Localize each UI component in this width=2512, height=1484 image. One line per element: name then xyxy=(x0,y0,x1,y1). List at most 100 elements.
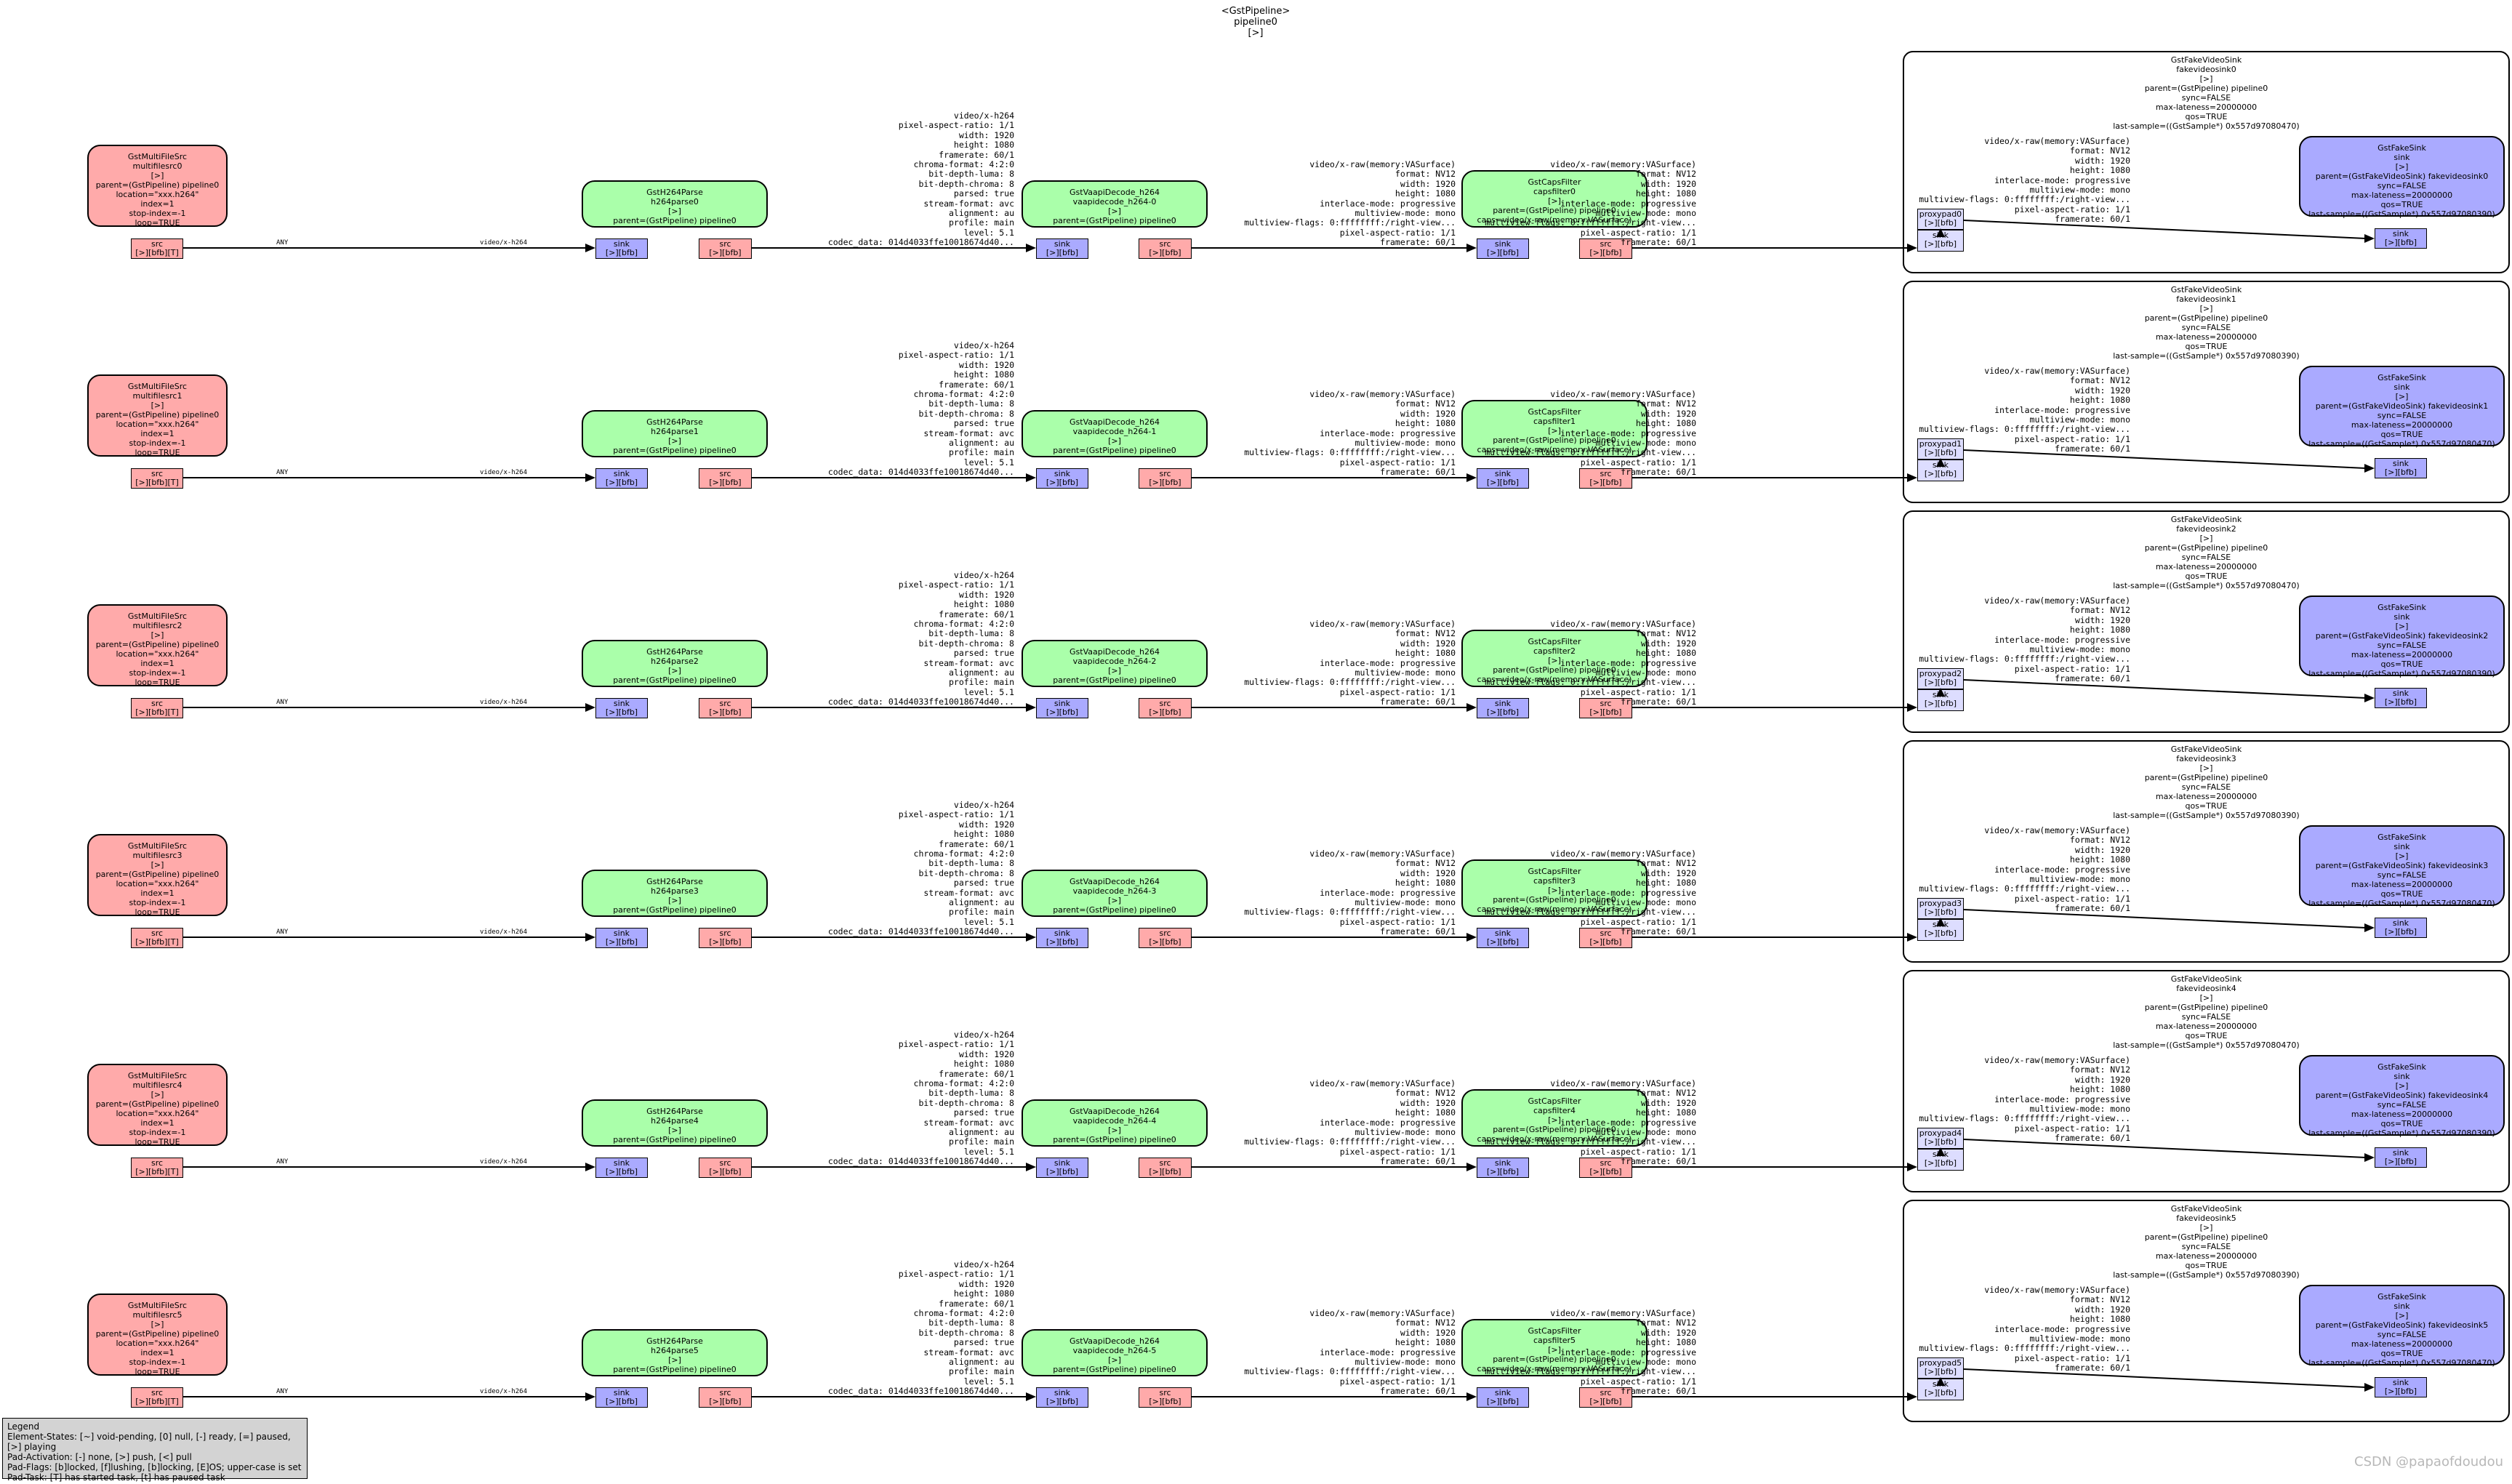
src-state: [>] xyxy=(151,171,164,180)
vaapidecode-element[interactable]: GstVaapiDecode_h264 vaapidecode_h264-5 [>]… xyxy=(1022,1329,1208,1376)
decode-sink-pad[interactable]: sink [>][bfb] xyxy=(1036,698,1088,718)
fakesink-element[interactable]: GstFakeSink sink [>] parent=(GstFakeVideoSi… xyxy=(2299,1055,2505,1138)
vaapidecode-element[interactable]: GstVaapiDecode_h264 vaapidecode_h264-1 [>]… xyxy=(1022,410,1208,457)
decode-src-pad[interactable]: src [>][bfb] xyxy=(1139,468,1192,489)
filter-sink-pad[interactable]: sink [>][bfb] xyxy=(1477,468,1529,489)
decode-sink-pad[interactable]: sink [>][bfb] xyxy=(1036,1387,1088,1408)
parse-src-pad[interactable]: src [>][bfb] xyxy=(699,1387,752,1408)
filter-sink-pad[interactable]: sink [>][bfb] xyxy=(1477,1158,1529,1178)
vaapidecode-element[interactable]: GstVaapiDecode_h264 vaapidecode_h264-2 [>]… xyxy=(1022,640,1208,687)
filter-src-pad[interactable]: src [>][bfb] xyxy=(1579,698,1632,718)
vaapidecode-element[interactable]: GstVaapiDecode_h264 vaapidecode_h264-0 [>]… xyxy=(1022,180,1208,228)
fakesink-sink-pad[interactable]: sink [>][bfb] xyxy=(2375,458,2427,478)
link-src-to-parse-arrowhead xyxy=(585,473,595,482)
pipeline-type: <GstPipeline> xyxy=(1221,6,1291,17)
h264parse-element[interactable]: GstH264Parse h264parse0 [>] parent=(GstPipe… xyxy=(582,180,768,228)
proxypad[interactable]: proxypad5 [>][bfb] xyxy=(1917,1357,1964,1379)
filter-sink-pad[interactable]: sink [>][bfb] xyxy=(1477,1387,1529,1408)
decode-src-pad[interactable]: src [>][bfb] xyxy=(1139,698,1192,718)
capsfilter-element[interactable]: GstCapsFilter capsfilter4 [>] parent=(GstPi… xyxy=(1461,1089,1648,1147)
caps-line: format: NV12 xyxy=(2069,605,2130,616)
src-pad[interactable]: src [>][bfb][T] xyxy=(131,468,183,489)
caps-line: width: 1920 xyxy=(2074,155,2130,166)
fakesink-element[interactable]: GstFakeSink sink [>] parent=(GstFakeVideoSi… xyxy=(2299,1285,2505,1368)
filter-src-pad[interactable]: src [>][bfb] xyxy=(1579,928,1632,948)
h264parse-element[interactable]: GstH264Parse h264parse5 [>] parent=(GstPipe… xyxy=(582,1329,768,1376)
parse-sink-pad[interactable]: sink [>][bfb] xyxy=(595,698,648,718)
decode-sink-pad[interactable]: sink [>][bfb] xyxy=(1036,1158,1088,1178)
filter-src-pad[interactable]: src [>][bfb] xyxy=(1579,1387,1632,1408)
h264parse-element[interactable]: GstH264Parse h264parse4 [>] parent=(GstPipe… xyxy=(582,1099,768,1147)
decode-src-pad[interactable]: src [>][bfb] xyxy=(1139,928,1192,948)
multifilesrc-element[interactable]: GstMultiFileSrc multifilesrc1 [>] parent=(G… xyxy=(87,374,228,457)
h264parse-element[interactable]: GstH264Parse h264parse3 [>] parent=(GstPipe… xyxy=(582,870,768,917)
parse-src-pad[interactable]: src [>][bfb] xyxy=(699,238,752,259)
filter-name: capsfilter3 xyxy=(1533,876,1576,886)
decode-src-pad[interactable]: src [>][bfb] xyxy=(1139,1387,1192,1408)
parse-sink-pad[interactable]: sink [>][bfb] xyxy=(595,468,648,489)
fakesink-element[interactable]: GstFakeSink sink [>] parent=(GstFakeVideoSi… xyxy=(2299,136,2505,219)
parse-src-pad[interactable]: src [>][bfb] xyxy=(699,1158,752,1178)
bin-sink-pad[interactable]: sink[>][bfb] xyxy=(1917,1379,1964,1400)
caps-line: pixel-aspect-ratio: 1/1 xyxy=(2014,893,2130,904)
decode-sink-pad[interactable]: sink [>][bfb] xyxy=(1036,468,1088,489)
src-pad[interactable]: src [>][bfb][T] xyxy=(131,238,183,259)
capsfilter-element[interactable]: GstCapsFilter capsfilter1 [>] parent=(GstPi… xyxy=(1461,400,1648,457)
parse-sink-pad[interactable]: sink [>][bfb] xyxy=(595,238,648,259)
filter-src-pad[interactable]: src [>][bfb] xyxy=(1579,1158,1632,1178)
parse-src-pad[interactable]: src [>][bfb] xyxy=(699,468,752,489)
multifilesrc-element[interactable]: GstMultiFileSrc multifilesrc4 [>] parent=(G… xyxy=(87,1064,228,1147)
src-pad[interactable]: src [>][bfb][T] xyxy=(131,928,183,948)
decode-sink-pad[interactable]: sink [>][bfb] xyxy=(1036,928,1088,948)
parse-sink-pad[interactable]: sink [>][bfb] xyxy=(595,1387,648,1408)
vaapidecode-element[interactable]: GstVaapiDecode_h264 vaapidecode_h264-3 [>]… xyxy=(1022,870,1208,917)
pad-flags: [>][bfb] xyxy=(1149,1397,1181,1406)
pad-flags: [>][bfb] xyxy=(1589,1397,1622,1406)
parse-sink-pad[interactable]: sink [>][bfb] xyxy=(595,1158,648,1178)
src-pad[interactable]: src [>][bfb][T] xyxy=(131,1158,183,1178)
h264parse-element[interactable]: GstH264Parse h264parse2 [>] parent=(GstPipe… xyxy=(582,640,768,687)
parse-src-pad[interactable]: src [>][bfb] xyxy=(699,698,752,718)
decode-src-pad[interactable]: src [>][bfb] xyxy=(1139,238,1192,259)
bin-sink-pad[interactable]: sink[>][bfb] xyxy=(1917,919,1964,941)
vaapidecode-element[interactable]: GstVaapiDecode_h264 vaapidecode_h264-4 [>]… xyxy=(1022,1099,1208,1147)
fakesink-sink-pad[interactable]: sink [>][bfb] xyxy=(2375,918,2427,938)
multifilesrc-element[interactable]: GstMultiFileSrc multifilesrc5 [>] parent=(G… xyxy=(87,1294,228,1376)
capsfilter-element[interactable]: GstCapsFilter capsfilter2 [>] parent=(GstPi… xyxy=(1461,630,1648,687)
fakesink-sink-pad[interactable]: sink [>][bfb] xyxy=(2375,1377,2427,1397)
multifilesrc-element[interactable]: GstMultiFileSrc multifilesrc2 [>] parent=(G… xyxy=(87,604,228,687)
capsfilter-element[interactable]: GstCapsFilter capsfilter0 [>] parent=(GstPi… xyxy=(1461,170,1648,228)
src-pad[interactable]: src [>][bfb][T] xyxy=(131,698,183,718)
filter-state: [>] xyxy=(1548,886,1561,895)
proxypad[interactable]: proxypad4 [>][bfb] xyxy=(1917,1128,1964,1149)
fakesink-sink-pad[interactable]: sink [>][bfb] xyxy=(2375,688,2427,708)
proxypad[interactable]: proxypad1 [>][bfb] xyxy=(1917,438,1964,460)
capsfilter-element[interactable]: GstCapsFilter capsfilter5 [>] parent=(GstPi… xyxy=(1461,1319,1648,1376)
proxypad[interactable]: proxypad3 [>][bfb] xyxy=(1917,898,1964,919)
caps-line: multiview-flags: 0:ffffffff:/right-view.… xyxy=(1244,907,1456,918)
multifilesrc-element[interactable]: GstMultiFileSrc multifilesrc3 [>] parent=(G… xyxy=(87,834,228,917)
multifilesrc-element[interactable]: GstMultiFileSrc multifilesrc0 [>] parent=(G… xyxy=(87,145,228,228)
decode-sink-pad[interactable]: sink [>][bfb] xyxy=(1036,238,1088,259)
fakesink-element[interactable]: GstFakeSink sink [>] parent=(GstFakeVideoSi… xyxy=(2299,825,2505,908)
proxypad[interactable]: proxypad2 [>][bfb] xyxy=(1917,668,1964,689)
parse-src-pad[interactable]: src [>][bfb] xyxy=(699,928,752,948)
fakesink-element[interactable]: GstFakeSink sink [>] parent=(GstFakeVideoSi… xyxy=(2299,595,2505,678)
filter-sink-pad[interactable]: sink [>][bfb] xyxy=(1477,238,1529,259)
fakesink-sink-pad[interactable]: sink [>][bfb] xyxy=(2375,1147,2427,1168)
bin-sink-pad[interactable]: sink[>][bfb] xyxy=(1917,460,1964,481)
filter-src-pad[interactable]: src [>][bfb] xyxy=(1579,238,1632,259)
parse-sink-pad[interactable]: sink [>][bfb] xyxy=(595,928,648,948)
src-type: GstMultiFileSrc xyxy=(127,841,188,851)
fakesink-sink-pad[interactable]: sink [>][bfb] xyxy=(2375,228,2427,249)
filter-sink-pad[interactable]: sink [>][bfb] xyxy=(1477,928,1529,948)
filter-src-pad[interactable]: src [>][bfb] xyxy=(1579,468,1632,489)
src-pad[interactable]: src [>][bfb][T] xyxy=(131,1387,183,1408)
h264parse-element[interactable]: GstH264Parse h264parse1 [>] parent=(GstPipe… xyxy=(582,410,768,457)
link-src-to-parse xyxy=(183,1396,587,1397)
src-name: multifilesrc1 xyxy=(132,391,182,401)
filter-sink-pad[interactable]: sink [>][bfb] xyxy=(1477,698,1529,718)
decode-src-pad[interactable]: src [>][bfb] xyxy=(1139,1158,1192,1178)
capsfilter-element[interactable]: GstCapsFilter capsfilter3 [>] parent=(GstPi… xyxy=(1461,859,1648,917)
fakesink-element[interactable]: GstFakeSink sink [>] parent=(GstFakeVideoSi… xyxy=(2299,366,2505,449)
